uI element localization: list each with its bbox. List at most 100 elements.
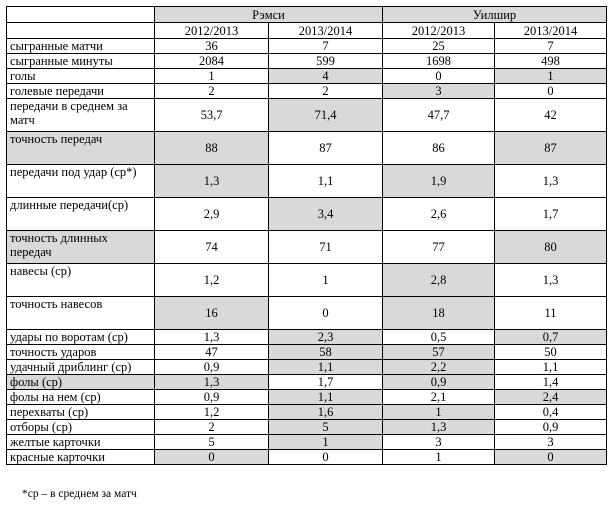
table-cell: 88: [154, 131, 269, 165]
table-cell: 2,2: [382, 359, 496, 375]
table-cell: 1,1: [267, 359, 384, 375]
table-cell: 1: [494, 68, 608, 84]
row-label: удачный дриблинг (ср): [6, 359, 155, 375]
table-cell: 1,2: [154, 404, 269, 420]
table-cell: 5: [267, 419, 384, 435]
table-cell: 3,4: [267, 197, 384, 231]
table-row: перехваты (ср) 1,2 1,6 1 0,4: [6, 404, 608, 420]
table-cell: 80: [494, 230, 608, 264]
stats-body: сыгранные матчи 36 7 25 7 сыгранные минуты 208…: [6, 38, 608, 465]
table-cell: 71: [267, 230, 384, 264]
table-cell: 2: [154, 83, 269, 99]
row-label: точность передач: [6, 131, 155, 165]
table-cell: 2,9: [154, 197, 269, 231]
table-cell: 2,3: [267, 329, 384, 345]
table-cell: 0: [267, 296, 384, 330]
table-row: сыгранные минуты 2084 599 1698 498: [6, 53, 608, 69]
row-label: удары по воротам (ср): [6, 329, 155, 345]
row-label: голы: [6, 68, 155, 84]
table-row: точность передач 88 87 86 87: [6, 131, 608, 165]
table-cell: 71,4: [267, 98, 384, 132]
row-label: длинные передачи(ср): [6, 197, 155, 231]
table-cell: 50: [494, 344, 608, 360]
row-label: отборы (ср): [6, 419, 155, 435]
stats-table: Рэмси Уилшир 2012/2013 2013/2014 2012/20…: [6, 6, 608, 465]
table-cell: 42: [494, 98, 608, 132]
row-label: фолы на нем (ср): [6, 389, 155, 405]
table-row: передачи в среднем за матч 53,7 71,4 47,7 42: [6, 98, 608, 132]
table-cell: 4: [267, 68, 384, 84]
group-header-wilshere: Уилшир: [382, 6, 608, 23]
table-cell: 599: [267, 53, 384, 69]
table-cell: 1: [382, 404, 496, 420]
table-cell: 1,1: [267, 389, 384, 405]
table-cell: 2,1: [382, 389, 496, 405]
table-cell: 11: [494, 296, 608, 330]
table-cell: 1,3: [382, 419, 496, 435]
table-row: навесы (ср) 1,2 1 2,8 1,3: [6, 263, 608, 297]
group-header-row: Рэмси Уилшир: [6, 6, 608, 23]
table-cell: 2: [154, 419, 269, 435]
table-cell: 58: [267, 344, 384, 360]
table-row: фолы (ср) 1,3 1,7 0,9 1,4: [6, 374, 608, 390]
table-cell: 1,2: [154, 263, 269, 297]
table-cell: 18: [382, 296, 496, 330]
table-cell: 0,4: [494, 404, 608, 420]
table-row: удачный дриблинг (ср) 0,9 1,1 2,2 1,1: [6, 359, 608, 375]
table-cell: 77: [382, 230, 496, 264]
table-row: точность навесов 16 0 18 11: [6, 296, 608, 330]
row-label: голевые передачи: [6, 83, 155, 99]
row-label: перехваты (ср): [6, 404, 155, 420]
table-cell: 1: [382, 449, 496, 465]
table-cell: 1: [267, 434, 384, 450]
row-label: красные карточки: [6, 449, 155, 465]
table-cell: 1,1: [494, 359, 608, 375]
table-cell: 0: [494, 449, 608, 465]
row-label: передачи под удар (ср*): [6, 164, 155, 198]
table-row: красные карточки 0 0 1 0: [6, 449, 608, 465]
table-cell: 1: [154, 68, 269, 84]
table-row: голевые передачи 2 2 3 0: [6, 83, 608, 99]
footnote: *ср – в среднем за матч: [22, 488, 137, 500]
table-cell: 1,7: [267, 374, 384, 390]
table-cell: 1,4: [494, 374, 608, 390]
table-cell: 1,9: [382, 164, 496, 198]
table-cell: 7: [494, 38, 608, 54]
table-row: отборы (ср) 2 5 1,3 0,9: [6, 419, 608, 435]
table-cell: 0: [382, 68, 496, 84]
table-row: желтые карточки 5 1 3 3: [6, 434, 608, 450]
table-cell: 1,3: [154, 164, 269, 198]
row-label: передачи в среднем за матч: [6, 98, 155, 132]
row-label: сыгранные минуты: [6, 53, 155, 69]
table-cell: 16: [154, 296, 269, 330]
table-cell: 498: [494, 53, 608, 69]
corner-cell: [6, 6, 155, 23]
table-cell: 0,5: [382, 329, 496, 345]
corner-cell: [6, 22, 155, 39]
table-row: точность длинных передач 74 71 77 80: [6, 230, 608, 264]
table-cell: 0: [154, 449, 269, 465]
table-cell: 5: [154, 434, 269, 450]
table-cell: 0,9: [154, 389, 269, 405]
table-cell: 0: [494, 83, 608, 99]
table-cell: 3: [494, 434, 608, 450]
row-label: фолы (ср): [6, 374, 155, 390]
table-cell: 2: [267, 83, 384, 99]
table-cell: 87: [267, 131, 384, 165]
table-cell: 1,6: [267, 404, 384, 420]
table-cell: 2,4: [494, 389, 608, 405]
table-row: сыгранные матчи 36 7 25 7: [6, 38, 608, 54]
season-header: 2013/2014: [494, 22, 608, 39]
season-header: 2013/2014: [267, 22, 384, 39]
row-label: желтые карточки: [6, 434, 155, 450]
season-header-row: 2012/2013 2013/2014 2012/2013 2013/2014: [6, 22, 608, 39]
table-cell: 25: [382, 38, 496, 54]
table-cell: 3: [382, 434, 496, 450]
table-cell: 1,3: [154, 374, 269, 390]
table-row: длинные передачи(ср) 2,9 3,4 2,6 1,7: [6, 197, 608, 231]
table-cell: 0,7: [494, 329, 608, 345]
table-cell: 1,3: [494, 164, 608, 198]
group-header-ramsey: Рэмси: [153, 6, 384, 23]
table-cell: 0: [267, 449, 384, 465]
table-cell: 7: [267, 38, 384, 54]
